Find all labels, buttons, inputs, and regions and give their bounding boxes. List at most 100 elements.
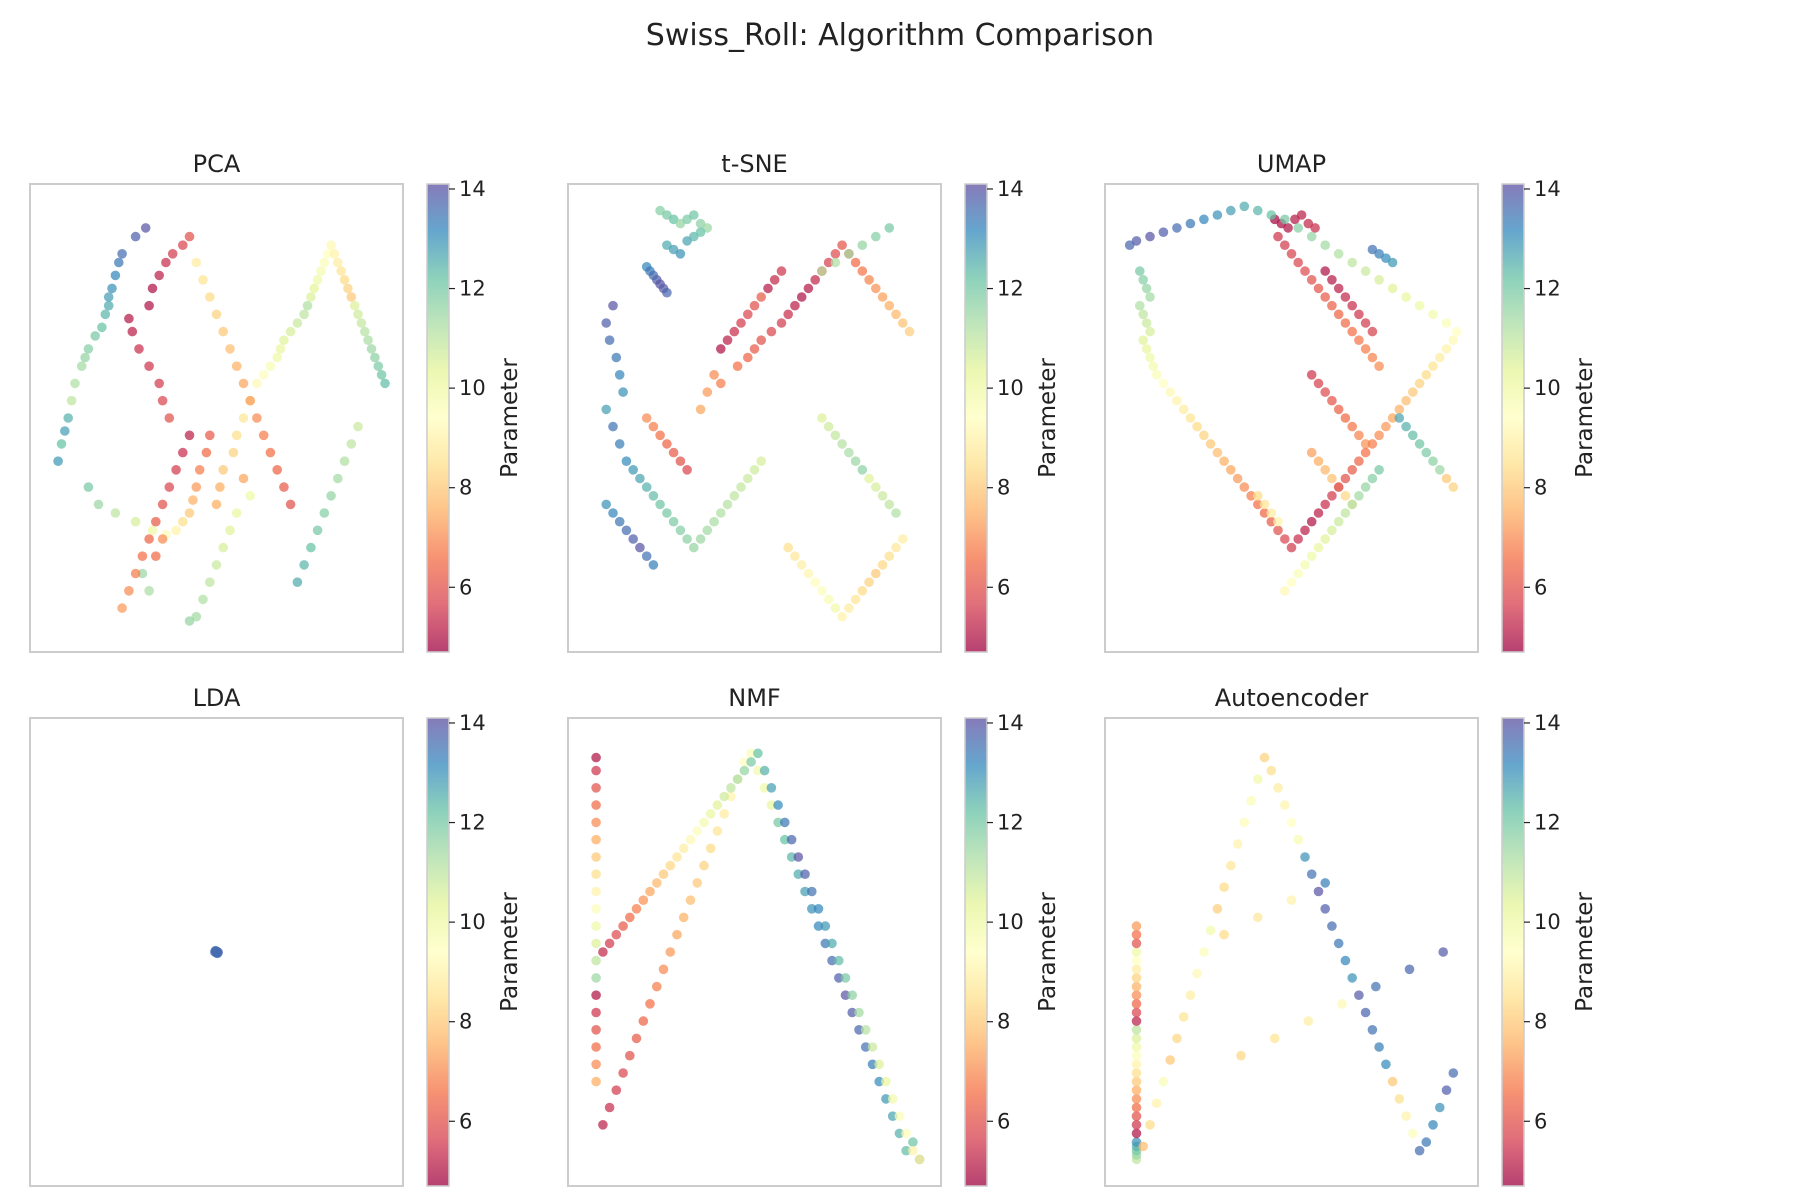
scatter-point (127, 326, 138, 337)
scatter-point (326, 491, 336, 501)
scatter-point (1131, 981, 1142, 992)
scatter-point (675, 525, 686, 536)
scatter-point (726, 791, 736, 802)
colorbar-gradient (1501, 717, 1525, 1187)
colorbar-tick-label: 12 (1534, 277, 1561, 301)
scatter-point (1347, 300, 1357, 311)
scatter-point (1414, 1145, 1425, 1156)
scatter-point (1340, 491, 1351, 501)
scatter-point (759, 783, 770, 793)
scatter-point (1293, 223, 1303, 233)
scatter-point (1273, 525, 1283, 536)
scatter-point (817, 266, 827, 276)
scatter-point (1333, 938, 1344, 949)
scatter-point (810, 577, 820, 587)
scatter-point (591, 752, 601, 763)
scatter-points (53, 223, 390, 626)
scatter-point (184, 231, 195, 242)
scatter-point (1320, 240, 1330, 250)
scatter-point (709, 516, 719, 527)
scatter-point (877, 491, 888, 501)
scatter-points (210, 945, 223, 959)
scatter-point (1448, 482, 1459, 492)
scatter-point (225, 344, 235, 354)
scatter-point (144, 586, 154, 596)
scatter-point (908, 1145, 918, 1156)
scatter-point (850, 257, 861, 268)
scatter-point (891, 542, 901, 553)
scatter-point (867, 1042, 878, 1052)
scatter-point (151, 551, 161, 561)
scatter-point (1253, 912, 1263, 923)
scatter-point (884, 300, 895, 311)
scatter-point (285, 326, 296, 337)
subplot-title: LDA (193, 684, 241, 712)
subplot-title: t-SNE (721, 150, 787, 178)
scatter-point (1145, 1120, 1155, 1130)
scatter-point (591, 852, 601, 862)
colorbar-tick-label: 10 (997, 910, 1024, 934)
scatter-point (137, 568, 148, 579)
scatter-point (1340, 473, 1351, 484)
scatter-point (891, 309, 901, 320)
scatter-point (695, 404, 706, 415)
scatter-points (591, 748, 925, 1165)
scatter-point (776, 266, 787, 276)
scatter-point (871, 568, 881, 579)
scatter-point (1145, 352, 1155, 363)
scatter-point (857, 240, 868, 250)
scatter-point (773, 800, 783, 810)
scatter-point (1145, 231, 1155, 242)
scatter-point (1158, 1076, 1169, 1087)
scatter-point (1205, 439, 1216, 449)
scatter-point (103, 292, 114, 302)
scatter-point (631, 904, 642, 914)
scatter-point (1448, 1068, 1459, 1078)
scatter-point (1158, 378, 1169, 389)
scatter-point (874, 1076, 884, 1087)
scatter-point (625, 912, 635, 923)
scatter-point (695, 227, 706, 237)
scatter-point (709, 370, 719, 380)
colorbar-tick-label: 10 (459, 910, 486, 934)
scatter-point (184, 508, 195, 518)
scatter-point (608, 421, 618, 432)
scatter-points (1124, 201, 1462, 596)
scatter-point (1300, 525, 1310, 536)
scatter-point (871, 482, 881, 492)
scatter-point (689, 231, 699, 242)
scatter-point (1320, 499, 1330, 510)
scatter-point (1320, 465, 1330, 475)
scatter-point (604, 1102, 615, 1113)
scatter-point (211, 499, 222, 510)
scatter-point (611, 929, 622, 940)
scatter-point (736, 318, 746, 328)
scatter-point (130, 231, 141, 242)
scatter-point (1408, 387, 1418, 397)
scatter-point (1135, 300, 1145, 311)
scatter-point (682, 534, 692, 544)
colorbar-tick-label: 12 (997, 811, 1024, 835)
scatter-point (279, 335, 289, 346)
colorbar-gradient (964, 183, 988, 653)
scatter-point (1199, 214, 1209, 225)
scatter-point (1131, 973, 1142, 983)
scatter-point (658, 869, 669, 879)
scatter-point (776, 318, 787, 328)
scatter-point (171, 465, 181, 475)
scatter-point (756, 456, 766, 467)
scatter-point (76, 361, 87, 372)
scatter-point (719, 809, 729, 819)
scatter-point (1131, 990, 1142, 1000)
scatter-point (665, 947, 676, 957)
scatter-point (898, 534, 908, 544)
scatter-point (1293, 257, 1303, 268)
scatter-point (336, 266, 347, 276)
scatter-point (353, 309, 363, 320)
scatter-point (1199, 947, 1209, 957)
scatter-point (360, 326, 370, 337)
scatter-point (1394, 1094, 1405, 1104)
colorbar-label: Parameter (497, 358, 523, 478)
scatter-point (56, 439, 67, 449)
scatter-point (1428, 361, 1438, 372)
